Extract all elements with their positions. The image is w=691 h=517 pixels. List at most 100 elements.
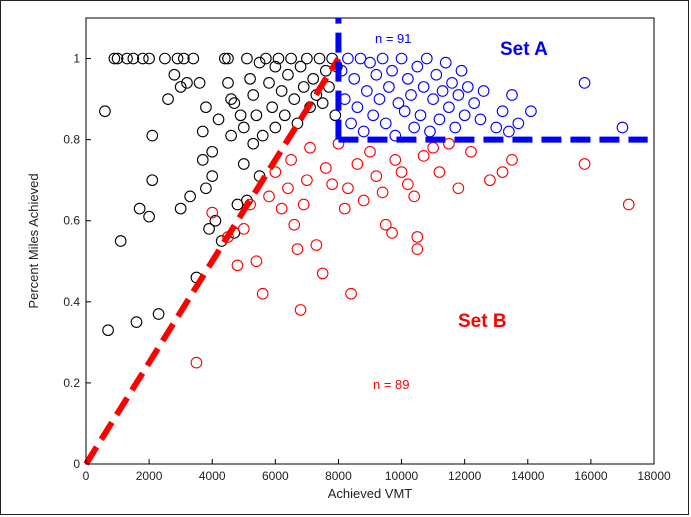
scatter-point <box>367 109 380 122</box>
x-tick-label: 8000 <box>325 469 352 483</box>
scatter-point <box>152 308 165 320</box>
scatter-point <box>266 101 279 114</box>
scatter-point <box>196 125 209 138</box>
scatter-point <box>111 52 124 65</box>
scatter-point <box>225 93 238 105</box>
scatter-point <box>357 125 370 138</box>
scatter-point <box>234 109 247 122</box>
scatter-point <box>177 52 190 65</box>
scatter-point <box>395 52 408 65</box>
scatter-point <box>184 190 196 203</box>
scatter-point <box>146 129 159 142</box>
scatter-point <box>379 218 392 231</box>
scatter-point <box>241 52 253 65</box>
scatter-point <box>203 222 215 235</box>
scatter-point <box>127 52 140 65</box>
scatter-point <box>307 72 320 85</box>
scatter-point <box>294 304 307 316</box>
scatter-point <box>209 214 222 227</box>
scatter-point <box>502 125 515 138</box>
x-tick-label: 10000 <box>385 469 419 483</box>
scatter-point <box>389 154 402 166</box>
scatter-point <box>174 202 187 215</box>
scatter-point <box>130 316 143 328</box>
scatter-point <box>443 101 455 114</box>
scatter-point <box>443 137 455 150</box>
scatter-point <box>496 105 509 118</box>
scatter-point <box>345 287 357 300</box>
x-tick-label: 4000 <box>199 469 226 483</box>
scatter-point <box>411 231 424 243</box>
scatter-point <box>370 68 383 81</box>
scatter-point <box>411 243 424 255</box>
scatter-point <box>408 190 421 203</box>
scatter-point <box>285 154 297 166</box>
scatter-point <box>395 166 408 178</box>
scatter-point <box>525 105 537 118</box>
scatter-point <box>275 85 288 97</box>
scatter-point <box>237 158 250 170</box>
scatter-point <box>146 174 159 187</box>
scatter-point <box>200 101 212 114</box>
scatter-point <box>285 52 297 65</box>
scatter-point <box>288 93 301 105</box>
x-tick-label: 6000 <box>262 469 289 483</box>
scatter-point <box>430 68 443 81</box>
scatter-point <box>237 222 250 235</box>
scatter-point <box>414 109 427 122</box>
scatter-point <box>405 89 417 101</box>
scatter-point <box>351 158 364 170</box>
scatter-point <box>218 52 231 65</box>
scatter-point <box>301 174 313 187</box>
scatter-point <box>417 150 430 162</box>
scatter-point <box>159 52 171 65</box>
scatter-point <box>465 145 477 158</box>
scatter-point <box>212 113 225 126</box>
scatter-point <box>294 60 307 73</box>
scatter-point <box>256 129 269 142</box>
scatter-point <box>297 198 310 211</box>
scatter-point <box>408 121 421 134</box>
scatter-point <box>439 56 452 69</box>
scatter-point <box>282 182 294 195</box>
scatter-point <box>222 52 234 65</box>
x-tick-label: 2000 <box>136 469 163 483</box>
scatter-point <box>376 52 389 65</box>
scatter-point <box>370 170 383 182</box>
scatter-point <box>181 77 193 89</box>
plot-area <box>85 17 655 465</box>
scatter-point <box>342 182 354 195</box>
scatter-point <box>291 243 304 255</box>
y-tick-label: 1 <box>73 52 80 66</box>
scatter-point <box>171 52 184 65</box>
y-tick-label: 0.2 <box>63 376 80 390</box>
scatter-point <box>304 141 316 154</box>
scatter-point <box>446 77 458 89</box>
scatter-point <box>237 121 250 134</box>
scatter-point <box>133 202 146 215</box>
set-b-count: n = 89 <box>373 377 410 392</box>
scatter-point <box>578 77 591 89</box>
scatter-point <box>468 97 480 109</box>
scatter-point <box>174 81 187 93</box>
x-axis-title: Achieved VMT <box>328 486 413 501</box>
scatter-point <box>206 145 219 158</box>
scatter-point <box>282 68 294 81</box>
scatter-point <box>206 206 219 219</box>
x-tick-label: 14000 <box>511 469 545 483</box>
scatter-point <box>196 154 209 166</box>
scatter-point <box>316 267 329 280</box>
scatter-point <box>269 60 282 73</box>
scatter-point <box>225 129 238 142</box>
axis-ticks: 0 2000 4000 6000 8000 10000 12000 14000 16000 180… <box>63 52 671 483</box>
scatter-point <box>506 89 518 101</box>
scatter-point <box>269 166 282 178</box>
scatter-point <box>373 93 386 105</box>
scatter-point <box>402 178 414 191</box>
scatter-point <box>351 101 364 114</box>
scatter-point <box>496 166 509 178</box>
set-b-label: Set B <box>458 311 507 332</box>
scatter-point <box>578 158 591 170</box>
